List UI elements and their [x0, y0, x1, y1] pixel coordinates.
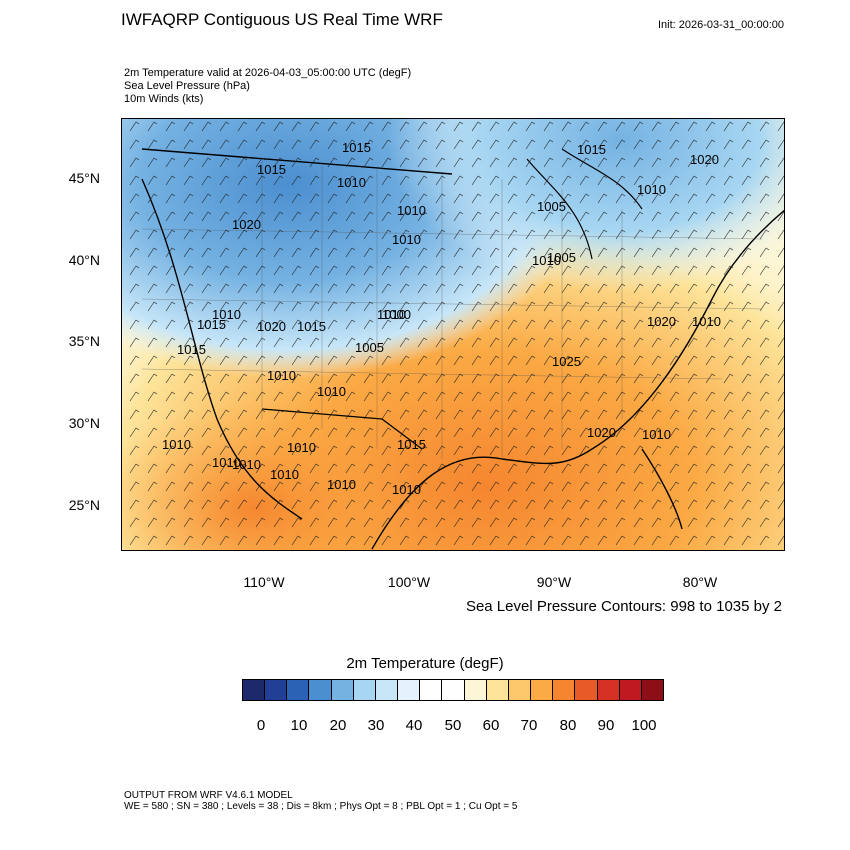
colorbar-swatch — [265, 680, 288, 700]
subtitle-pressure: Sea Level Pressure (hPa) — [124, 80, 250, 92]
map-title: IWFAQRP Contiguous US Real Time WRF — [121, 10, 443, 29]
isobar-label: 1005 — [355, 340, 384, 355]
lon-label-90w: 90°W — [536, 574, 572, 590]
isobar-label: 1010 — [317, 384, 346, 399]
contours-note: Sea Level Pressure Contours: 998 to 1035… — [465, 598, 782, 615]
colorbar-swatch — [464, 680, 487, 700]
isobar-label: 1010 — [532, 253, 561, 268]
colorbar-label: 70 — [520, 717, 538, 734]
subtitle-temperature: 2m Temperature valid at 2026-04-03_05:00… — [124, 67, 412, 79]
lon-label-100w: 100°W — [387, 574, 431, 590]
isobar-label: 1025 — [552, 354, 581, 369]
colorbar-label: 40 — [405, 717, 423, 734]
isobar-label: 1020 — [232, 217, 261, 232]
colorbar-swatch — [508, 680, 532, 700]
colorbar-label: 90 — [597, 717, 615, 734]
isobar-label: 1005 — [537, 199, 566, 214]
colorbar-swatch — [597, 680, 620, 700]
lat-label-40n: 40°N — [68, 252, 100, 268]
colorbar-label: 10 — [290, 717, 308, 734]
lon-label-110w: 110°W — [243, 574, 285, 590]
colorbar-label: 30 — [367, 717, 385, 734]
isobar-label: 1010 — [642, 427, 671, 442]
isobar-label: 1010 — [392, 482, 421, 497]
great-lakes-outline — [526, 148, 643, 260]
isobar-label: 1010 — [212, 307, 241, 322]
colorbar-label: 20 — [329, 717, 347, 734]
isobar-label: 1020 — [690, 152, 719, 167]
wind-barbs — [129, 121, 784, 546]
isobar-label: 1010 — [637, 182, 666, 197]
footer-config: WE = 580 ; SN = 380 ; Levels = 38 ; Dis … — [124, 801, 518, 812]
lon-label-80w: 80°W — [682, 574, 718, 590]
colorbar-label: 50 — [444, 717, 462, 734]
lat-label-30n: 30°N — [68, 415, 100, 431]
isobar-label: 1010 — [162, 437, 191, 452]
isobar-label: 1015 — [177, 342, 206, 357]
colorbar-swatch — [309, 680, 332, 700]
west-coastline — [141, 178, 303, 520]
colorbar-title: 2m Temperature (degF) — [346, 655, 504, 672]
colorbar-swatch — [398, 680, 421, 700]
lat-label-45n: 45°N — [68, 170, 100, 186]
init-time: Init: 2026-03-31_00:00:00 — [658, 19, 784, 31]
colorbar-label: 60 — [482, 717, 500, 734]
subtitle-winds: 10m Winds (kts) — [124, 93, 204, 105]
isobar-label: 1010 — [212, 455, 241, 470]
colorbar-label: 100 — [631, 717, 657, 734]
colorbar-swatch — [442, 680, 465, 700]
colorbar-swatch — [287, 680, 310, 700]
weather-map: 1015 1015 1020 1015 1010 1010 1020 1010 1005 1010… — [121, 118, 785, 551]
colorbar-swatch — [531, 680, 554, 700]
colorbar-label: 80 — [559, 717, 577, 734]
colorbar-label: 0 — [256, 717, 266, 734]
gulf-east-coastline — [371, 209, 784, 550]
lat-label-35n: 35°N — [68, 333, 100, 349]
isobar-label: 1010 — [267, 368, 296, 383]
isobar-label: 1015 — [197, 317, 226, 332]
isobar-label: 1010 — [327, 477, 356, 492]
isobar-label: 1005 — [547, 250, 576, 265]
colorbar-swatch — [420, 680, 443, 700]
colorbar-swatch — [575, 680, 598, 700]
us-canada-border — [141, 148, 453, 175]
isobar-label: 1010 — [692, 314, 721, 329]
isobar-label: 1000 — [382, 307, 411, 322]
isobar-label: 1010 — [232, 457, 261, 472]
isobar-label: 1020 — [257, 319, 286, 334]
colorbar-swatch — [331, 680, 354, 700]
isobar-label: 1015 — [257, 162, 286, 177]
colorbar-swatch — [486, 680, 509, 700]
isobar-label: 1010 — [392, 232, 421, 247]
colorbar-swatch — [553, 680, 576, 700]
colorbar-swatch — [353, 680, 376, 700]
colorbar-swatch — [243, 680, 266, 700]
footer-model: OUTPUT FROM WRF V4.6.1 MODEL — [124, 790, 293, 801]
isobar-label: 1010 — [270, 467, 299, 482]
isobar-label: 1010 — [377, 307, 406, 322]
isobar-label: 1015 — [577, 142, 606, 157]
isobar-label: 1015 — [342, 140, 371, 155]
florida-coastline — [641, 448, 683, 530]
isobar-label: 1010 — [337, 175, 366, 190]
colorbar-swatch — [619, 680, 642, 700]
colorbar — [242, 679, 664, 701]
lat-label-25n: 25°N — [68, 497, 100, 513]
colorbar-swatch — [641, 680, 663, 700]
colorbar-swatch — [375, 680, 399, 700]
isobar-label: 1020 — [587, 425, 616, 440]
